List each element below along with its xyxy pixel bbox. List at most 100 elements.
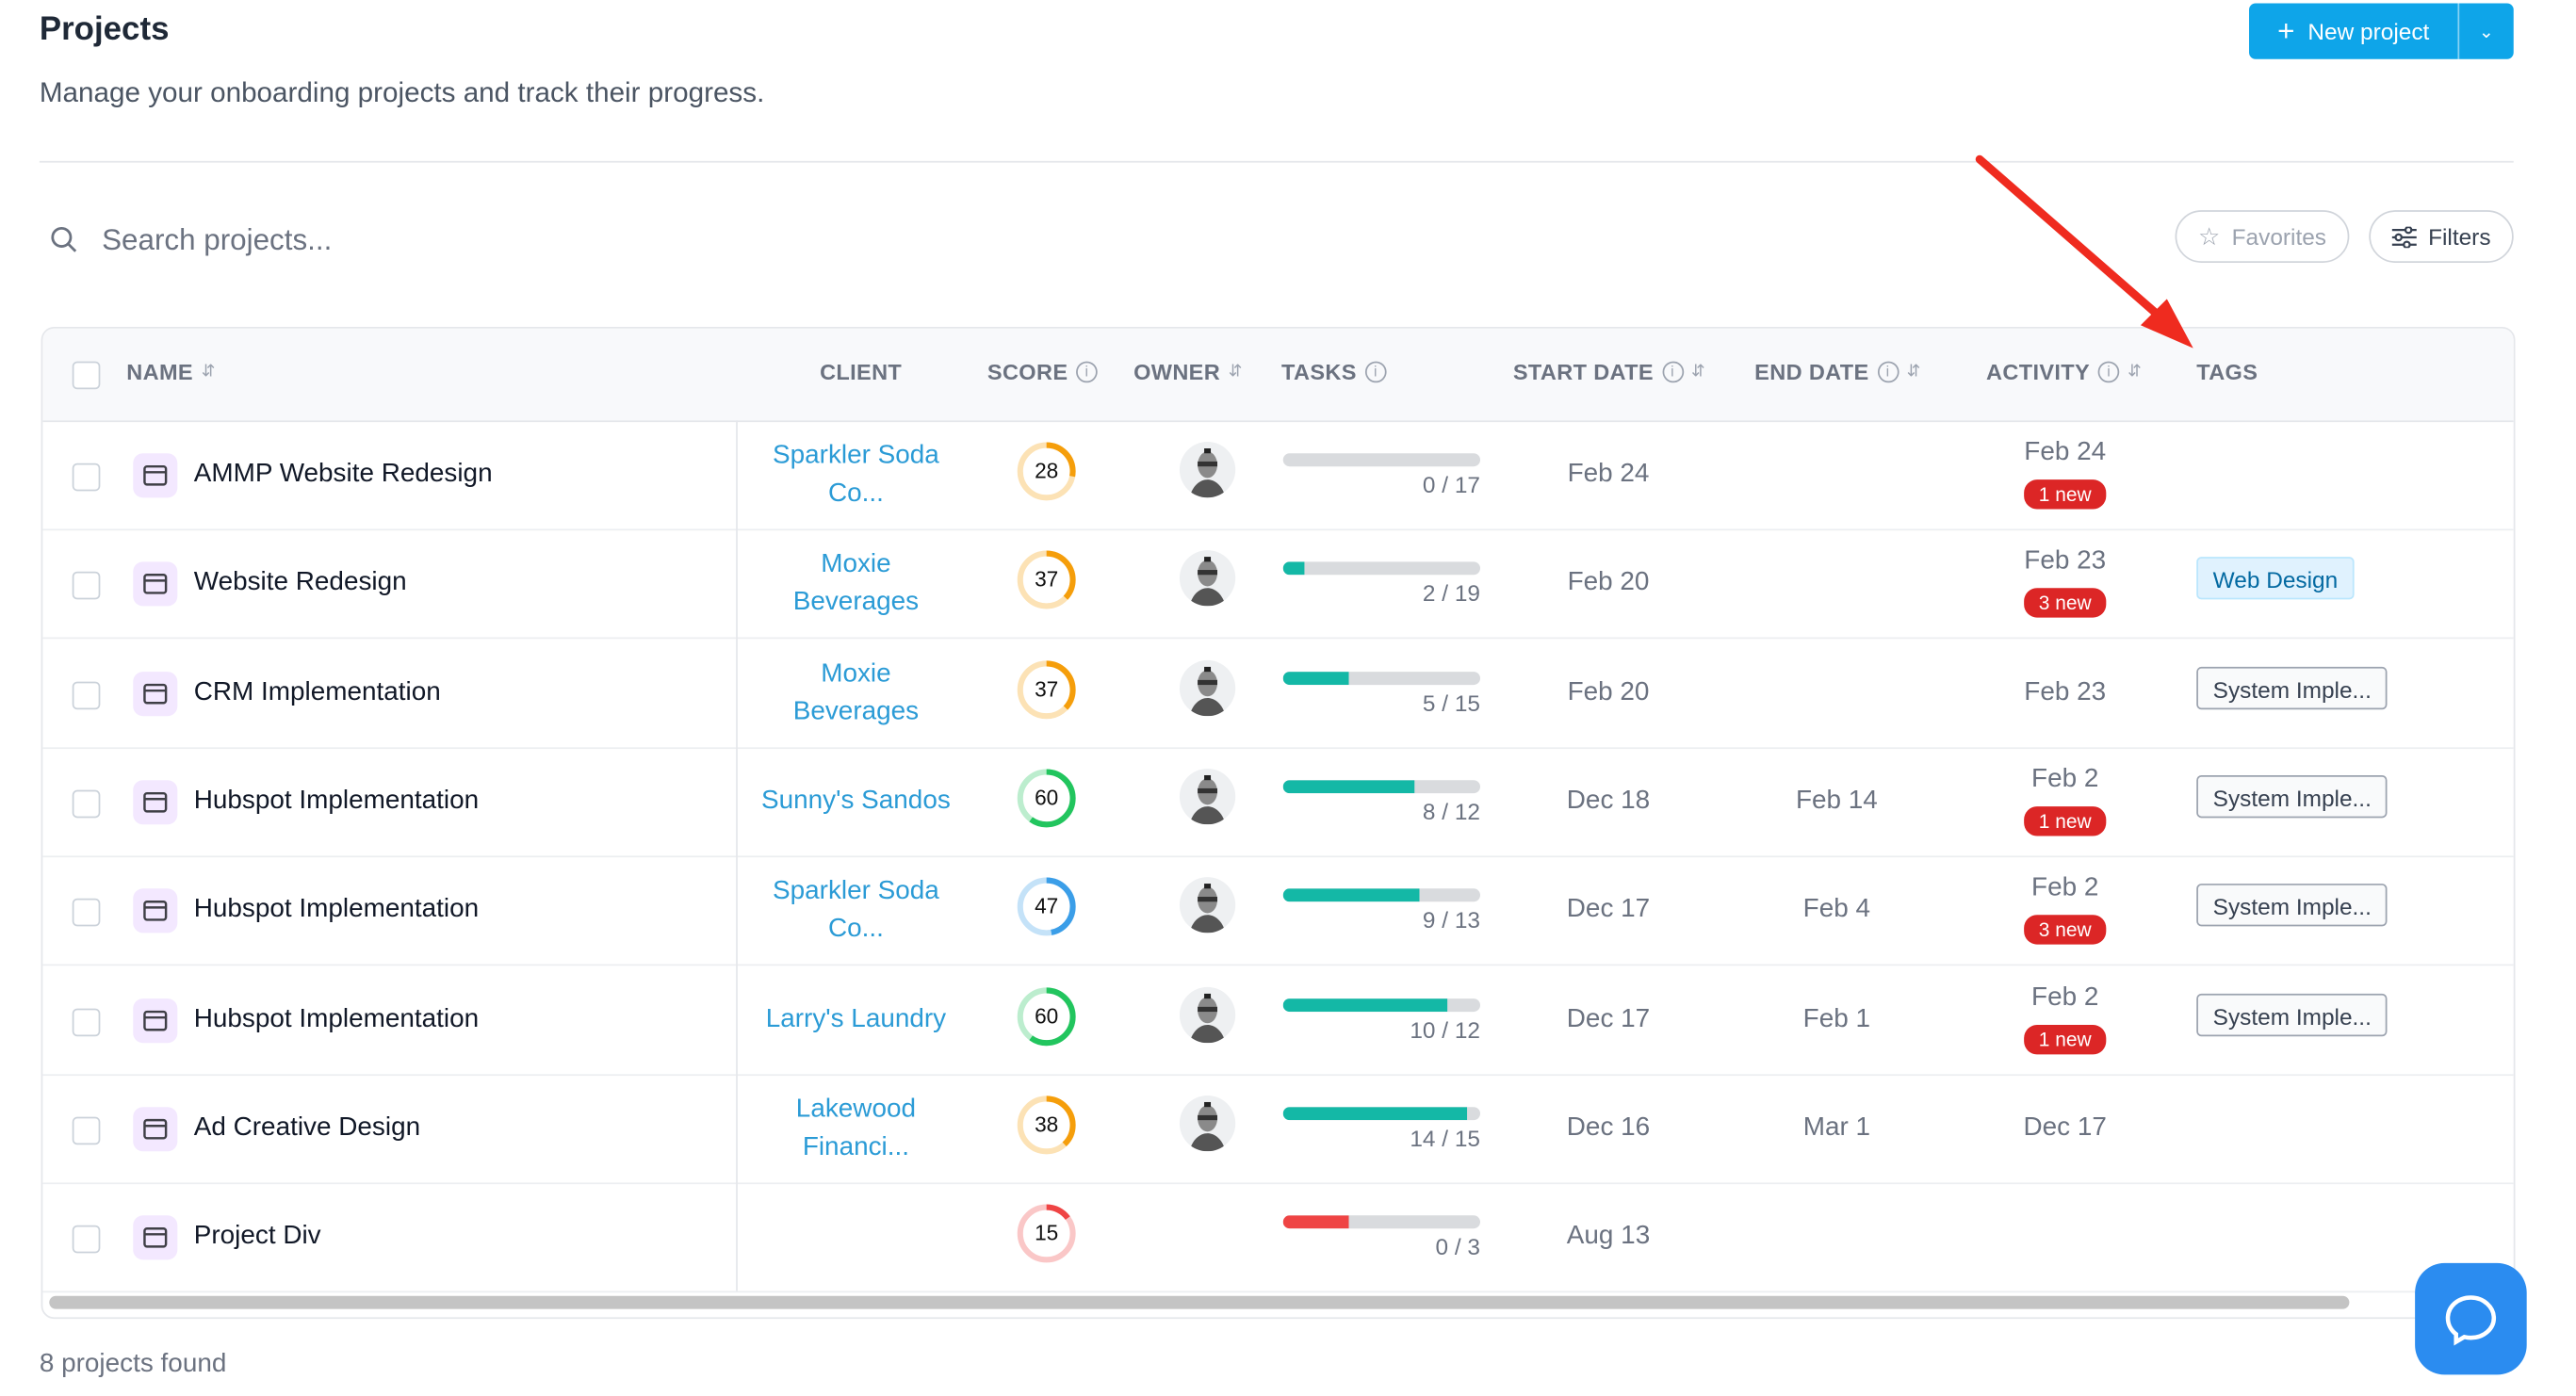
sort-icon: ⇵ <box>1691 363 1706 381</box>
client-name-line: Larry's Laundry <box>765 1004 947 1032</box>
column-label: CLIENT <box>820 359 903 385</box>
score-ring: 38 <box>1016 1094 1078 1156</box>
owner-avatar[interactable] <box>1179 442 1236 498</box>
filters-label: Filters <box>2428 223 2491 251</box>
project-name-link[interactable]: Project Div <box>193 1222 321 1251</box>
owner-avatar[interactable] <box>1179 768 1236 825</box>
new-activity-badge[interactable]: 1 new <box>2024 479 2107 510</box>
project-tag[interactable]: System Imple... <box>2196 774 2389 819</box>
start-date: Feb 20 <box>1567 677 1650 706</box>
score-ring: 37 <box>1016 549 1078 611</box>
project-icon <box>133 780 178 825</box>
tasks-count: 8 / 12 <box>1422 798 1481 825</box>
client-name-line: Beverages <box>792 588 920 617</box>
project-tag[interactable]: Web Design <box>2196 557 2355 600</box>
row-checkbox[interactable] <box>72 680 101 709</box>
row-checkbox[interactable] <box>72 899 101 927</box>
table-row[interactable]: CRM Implementation Moxie Beverages 37 5 / 15… <box>42 639 2514 749</box>
project-icon <box>133 561 178 607</box>
column-owner[interactable]: OWNER ⇵ <box>1133 360 1243 384</box>
divider <box>39 160 2514 163</box>
client-link[interactable]: Larry's Laundry <box>733 999 980 1037</box>
filters-button[interactable]: Filters <box>2369 210 2514 263</box>
new-activity-badge[interactable]: 1 new <box>2024 1024 2107 1054</box>
owner-avatar[interactable] <box>1179 1095 1236 1151</box>
table-row[interactable]: Hubspot Implementation Sparkler Soda Co...… <box>42 856 2514 966</box>
project-name-link[interactable]: Ad Creative Design <box>193 1112 421 1142</box>
row-checkbox[interactable] <box>72 1225 101 1254</box>
info-icon[interactable]: i <box>1877 361 1899 383</box>
info-icon[interactable]: i <box>2097 361 2120 383</box>
table-row[interactable]: Project Div 15 0 / 3 Aug 13 <box>42 1183 2514 1293</box>
activity-date: Feb 23 <box>2024 677 2107 706</box>
tasks-progress-bar <box>1282 1215 1481 1229</box>
owner-avatar[interactable] <box>1179 986 1236 1043</box>
tasks-count: 10 / 12 <box>1410 1015 1481 1043</box>
new-activity-badge[interactable]: 3 new <box>2024 915 2107 945</box>
column-end-date[interactable]: END DATE i ⇵ <box>1754 360 1920 384</box>
tasks-progress-bar <box>1282 998 1481 1012</box>
score-value: 60 <box>1035 785 1059 810</box>
row-checkbox[interactable] <box>72 789 101 819</box>
client-link[interactable]: Moxie Beverages <box>733 655 980 730</box>
tasks-count: 5 / 15 <box>1422 689 1481 716</box>
table-row[interactable]: Hubspot Implementation Sunny's Sandos 60 8 … <box>42 747 2514 857</box>
search-input[interactable]: Search projects... <box>49 207 1035 273</box>
client-link[interactable]: Sparkler Soda Co... <box>733 872 980 948</box>
info-icon[interactable]: i <box>1076 361 1098 383</box>
project-tag[interactable]: System Imple... <box>2196 993 2389 1036</box>
table-row[interactable]: Website Redesign Moxie Beverages 37 2 / 19 Fe… <box>42 529 2514 640</box>
plus-icon: + <box>2277 13 2295 47</box>
row-checkbox[interactable] <box>72 1007 101 1036</box>
project-name-link[interactable]: Hubspot Implementation <box>193 1004 480 1032</box>
column-label: ACTIVITY <box>1986 359 2091 385</box>
score-ring: 47 <box>1016 876 1078 938</box>
client-link[interactable]: Sparkler Soda Co... <box>733 437 980 512</box>
column-activity[interactable]: ACTIVITY i ⇵ <box>1986 360 2142 384</box>
tasks-progress-bar <box>1282 1106 1481 1120</box>
column-label: SCORE <box>986 359 1068 385</box>
project-name-link[interactable]: CRM Implementation <box>193 677 441 706</box>
info-icon[interactable]: i <box>1364 361 1387 383</box>
project-tag[interactable]: System Imple... <box>2196 666 2389 709</box>
favorites-button[interactable]: ☆ Favorites <box>2175 210 2350 263</box>
client-name-line: Moxie <box>821 659 891 688</box>
table-row[interactable]: Ad Creative Design Lakewood Financi... 38 14… <box>42 1074 2514 1184</box>
horizontal-scrollbar[interactable] <box>49 1295 2350 1309</box>
client-name-line: Sparkler Soda <box>773 877 939 906</box>
activity-date: Feb 2 <box>2031 982 2099 1012</box>
new-project-button[interactable]: + New project <box>2249 3 2460 59</box>
client-link[interactable]: Moxie Beverages <box>733 545 980 621</box>
table-row[interactable]: Hubspot Implementation Larry's Laundry 60 1… <box>42 965 2514 1076</box>
owner-avatar[interactable] <box>1179 659 1236 716</box>
owner-avatar[interactable] <box>1179 877 1236 933</box>
owner-avatar[interactable] <box>1179 550 1236 607</box>
score-value: 38 <box>1035 1112 1059 1137</box>
client-name-line: Sparkler Soda <box>773 442 939 470</box>
tasks-count: 0 / 17 <box>1422 471 1481 498</box>
project-icon <box>133 671 178 716</box>
end-date: Feb 4 <box>1802 895 1871 924</box>
project-name-link[interactable]: Hubspot Implementation <box>193 787 480 815</box>
column-name[interactable]: NAME ⇵ <box>126 360 215 384</box>
projects-table: NAME ⇵ CLIENT SCORE i OWNER ⇵ TASKS i START … <box>41 326 2516 1320</box>
row-checkbox[interactable] <box>72 1116 101 1144</box>
row-checkbox[interactable] <box>72 572 101 600</box>
help-chat-button[interactable] <box>2415 1262 2527 1375</box>
chevron-down-icon[interactable]: ⌄ <box>2478 22 2495 42</box>
new-activity-badge[interactable]: 1 new <box>2024 805 2107 836</box>
project-name-link[interactable]: AMMP Website Redesign <box>193 460 493 488</box>
info-icon[interactable]: i <box>1661 361 1684 383</box>
table-row[interactable]: AMMP Website Redesign Sparkler Soda Co... 2… <box>42 420 2514 531</box>
project-tag[interactable]: System Imple... <box>2196 884 2389 927</box>
new-activity-badge[interactable]: 3 new <box>2024 588 2107 619</box>
client-link[interactable]: Sunny's Sandos <box>733 782 980 820</box>
column-divider <box>736 420 738 1291</box>
client-link[interactable]: Lakewood Financi... <box>733 1090 980 1165</box>
row-checkbox[interactable] <box>72 463 101 492</box>
column-client: CLIENT <box>820 360 902 384</box>
column-start-date[interactable]: START DATE i ⇵ <box>1513 360 1705 384</box>
project-name-link[interactable]: Hubspot Implementation <box>193 895 480 924</box>
project-name-link[interactable]: Website Redesign <box>193 568 407 597</box>
select-all-checkbox[interactable] <box>72 361 101 390</box>
